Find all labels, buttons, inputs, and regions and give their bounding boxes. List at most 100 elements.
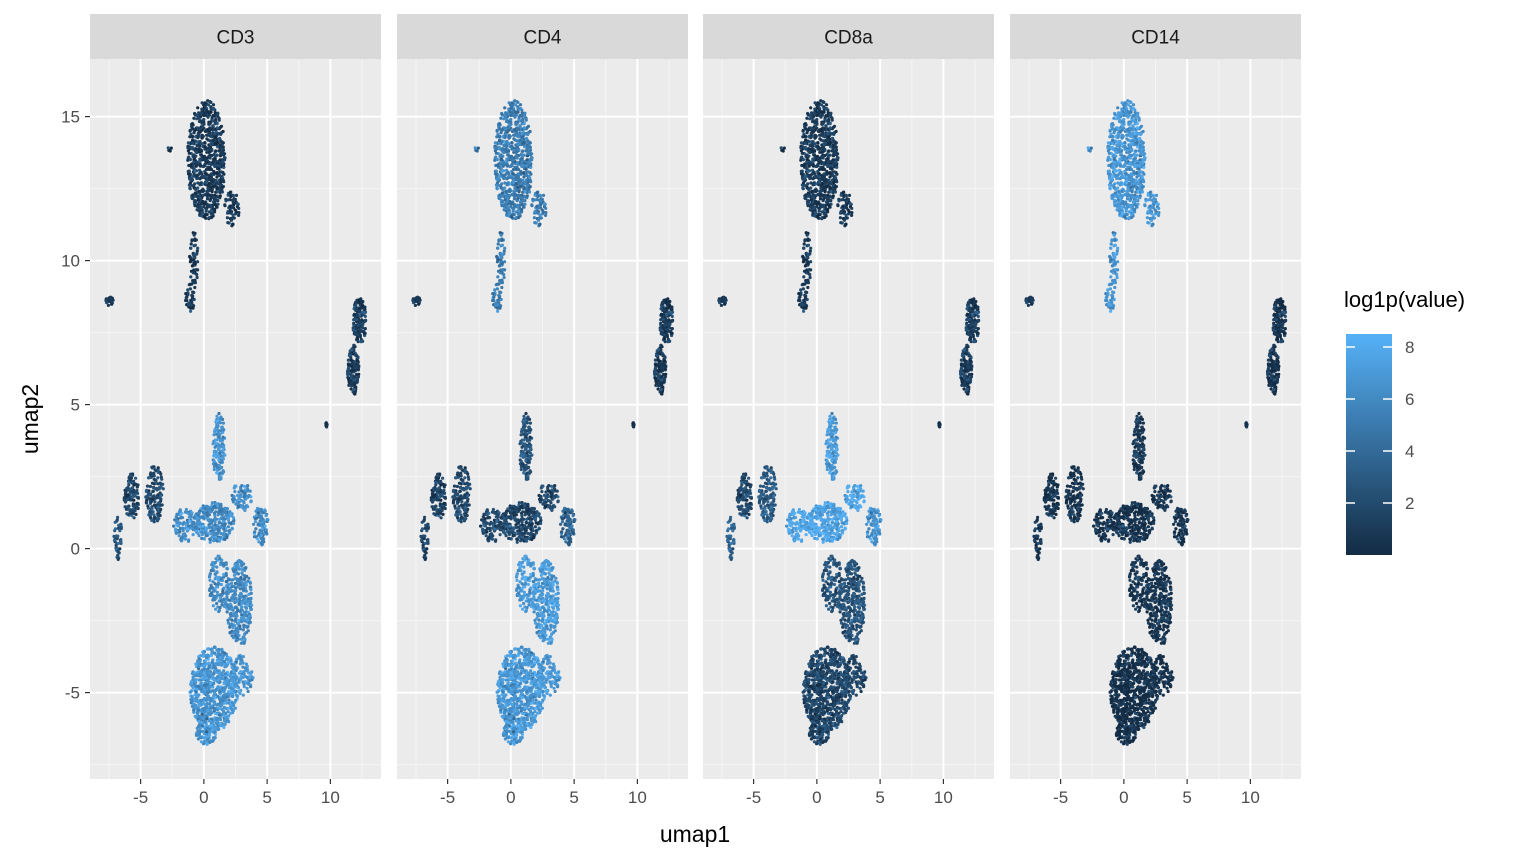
data-point — [261, 517, 264, 520]
data-point — [510, 101, 513, 104]
data-point — [157, 506, 160, 509]
data-point — [203, 215, 206, 218]
data-point — [207, 133, 210, 136]
data-point — [191, 135, 194, 138]
data-point — [521, 203, 524, 206]
data-point — [240, 658, 243, 661]
data-point — [206, 679, 209, 682]
data-point — [213, 468, 216, 471]
data-point — [243, 485, 246, 488]
data-point — [233, 498, 236, 501]
data-point — [250, 670, 253, 673]
data-point — [197, 127, 200, 130]
data-point — [214, 454, 217, 457]
data-point — [227, 517, 230, 520]
data-point — [187, 303, 190, 306]
facet-panels: CD3-5 0 5 10CD4-5 0 5 10CD8a-5 0 5 10CD14-5 0 5 10 — [90, 14, 1301, 807]
data-point — [234, 600, 237, 603]
data-point — [513, 195, 516, 198]
data-point — [496, 283, 499, 286]
data-point — [188, 187, 191, 190]
data-point — [204, 721, 207, 724]
data-point — [203, 736, 206, 739]
data-point — [523, 126, 526, 129]
data-point — [222, 180, 225, 183]
data-point — [195, 693, 198, 696]
data-point — [246, 676, 249, 679]
data-point — [457, 512, 460, 515]
data-point — [214, 577, 217, 580]
data-point — [459, 490, 462, 493]
data-point — [219, 147, 222, 150]
data-point — [221, 186, 224, 189]
data-point — [495, 255, 498, 258]
data-point — [243, 611, 246, 614]
data-point — [214, 688, 217, 691]
data-point — [496, 181, 499, 184]
data-point — [215, 187, 218, 190]
data-point — [214, 428, 217, 431]
data-point — [227, 198, 230, 201]
data-point — [252, 523, 255, 526]
data-point — [132, 502, 135, 505]
data-point — [347, 359, 350, 362]
data-point — [226, 610, 229, 613]
data-point — [241, 568, 244, 571]
data-point — [209, 199, 212, 202]
data-point — [212, 114, 215, 117]
data-point — [457, 500, 460, 503]
data-point — [506, 163, 509, 166]
data-point — [209, 707, 212, 710]
data-point — [194, 194, 197, 197]
data-point — [189, 158, 192, 161]
data-point — [184, 292, 187, 295]
data-point — [167, 146, 170, 149]
data-point — [243, 488, 246, 491]
data-point — [231, 634, 234, 637]
data-point — [175, 524, 178, 527]
data-point — [216, 669, 219, 672]
data-point — [512, 137, 515, 140]
data-point — [523, 122, 526, 125]
data-point — [258, 532, 261, 535]
data-point — [236, 572, 239, 575]
data-point — [116, 556, 119, 559]
data-point — [185, 299, 188, 302]
data-point — [189, 275, 192, 278]
data-point — [185, 295, 188, 298]
data-point — [243, 672, 246, 675]
data-point — [659, 344, 662, 347]
data-point — [220, 677, 223, 680]
data-point — [222, 527, 225, 530]
data-point — [187, 172, 190, 175]
data-point — [500, 298, 503, 301]
data-point — [663, 356, 666, 359]
data-point — [511, 210, 514, 213]
data-point — [519, 185, 522, 188]
facet-strip-label: CD4 — [523, 28, 561, 49]
data-point — [223, 563, 226, 566]
data-point — [192, 678, 195, 681]
data-point — [498, 264, 501, 267]
data-point — [508, 211, 511, 214]
data-point — [133, 516, 136, 519]
data-point — [213, 451, 216, 454]
data-point — [660, 378, 663, 381]
data-point — [223, 531, 226, 534]
data-point — [215, 172, 218, 175]
data-point — [543, 202, 546, 205]
data-point — [232, 631, 235, 634]
data-point — [220, 125, 223, 128]
data-point — [517, 127, 520, 130]
data-point — [502, 151, 505, 154]
data-point — [217, 412, 220, 415]
data-point — [515, 182, 518, 185]
data-point — [157, 517, 160, 520]
data-point — [519, 178, 522, 181]
data-point — [359, 334, 362, 337]
data-point — [246, 484, 249, 487]
data-point — [203, 664, 206, 667]
data-point — [460, 478, 463, 481]
data-point — [495, 170, 498, 173]
data-point — [191, 695, 194, 698]
